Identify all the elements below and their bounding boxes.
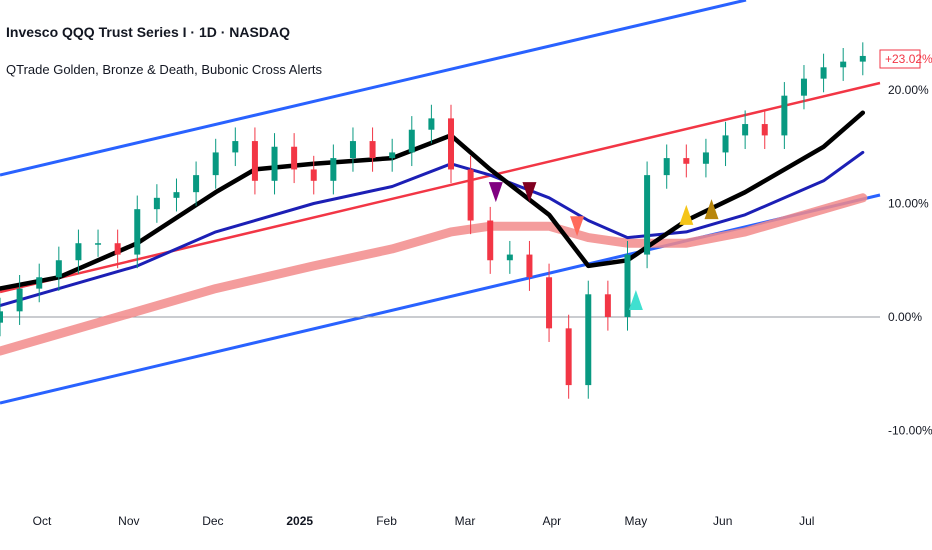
candle	[134, 195, 141, 269]
candle	[467, 155, 474, 235]
candle	[389, 138, 396, 172]
moving-averages	[0, 110, 868, 356]
candle	[0, 297, 3, 337]
candle	[310, 155, 317, 195]
candle	[428, 104, 435, 144]
down-cross-marker	[488, 182, 503, 203]
x-tick-label: Mar	[455, 514, 476, 528]
y-tick-label: 0.00%	[888, 310, 922, 324]
y-tick-label: 20.00%	[888, 83, 929, 97]
indicator-name[interactable]: QTrade Golden, Bronze & Death, Bubonic C…	[6, 62, 323, 77]
up-cross-marker	[704, 199, 719, 220]
candle	[114, 229, 121, 269]
x-tick-label: 2025	[286, 514, 313, 528]
candle	[75, 229, 82, 274]
candle	[663, 144, 670, 189]
up-cross-marker	[628, 289, 643, 310]
y-tick-label: -10.00%	[888, 424, 932, 438]
candle	[702, 138, 709, 178]
candle	[16, 275, 23, 325]
x-tick-label: Dec	[202, 514, 223, 528]
candle	[781, 82, 788, 150]
candle	[232, 127, 239, 167]
candle	[369, 127, 376, 172]
candle	[271, 133, 278, 195]
x-tick-label: Jul	[799, 514, 814, 528]
upper-channel-line	[0, 0, 747, 177]
y-axis: 20.00% 10.00% 0.00% -10.00%	[888, 83, 932, 438]
candle	[604, 280, 611, 331]
x-tick-label: May	[625, 514, 648, 528]
candle	[408, 116, 415, 167]
x-tick-label: Feb	[376, 514, 397, 528]
candle	[153, 184, 160, 223]
candle	[761, 110, 768, 150]
candle	[722, 121, 729, 167]
candle	[800, 65, 807, 110]
candle	[291, 133, 298, 184]
x-axis: Oct Nov Dec 2025 Feb Mar Apr May Jun Jul	[33, 514, 815, 528]
x-tick-label: Jun	[713, 514, 732, 528]
candle	[644, 161, 651, 269]
candle	[840, 48, 847, 81]
candle	[487, 206, 494, 274]
candle	[820, 53, 827, 93]
candle	[742, 110, 749, 150]
down-cross-marker	[522, 182, 537, 203]
x-tick-label: Apr	[543, 514, 562, 528]
candle	[212, 138, 219, 189]
candle	[506, 240, 513, 274]
candle	[193, 161, 200, 206]
candle	[859, 42, 866, 76]
mid-ma-line	[0, 150, 865, 308]
fast-ma-line	[0, 110, 866, 291]
x-tick-label: Nov	[118, 514, 139, 528]
last-value-label: +23.02%	[885, 52, 932, 66]
down-cross-marker	[570, 216, 585, 237]
candle	[546, 263, 553, 342]
candle	[173, 178, 180, 212]
candle	[624, 240, 631, 331]
y-tick-label: 10.00%	[888, 197, 929, 211]
candle	[330, 144, 337, 195]
candle	[526, 240, 533, 291]
channel-lines	[0, 0, 881, 405]
candle	[95, 229, 102, 257]
lower-channel-line	[0, 193, 881, 405]
candle	[683, 144, 690, 178]
trend-line	[0, 81, 881, 294]
x-tick-label: Oct	[33, 514, 52, 528]
cross-signals	[488, 182, 719, 310]
candle	[585, 280, 592, 399]
candle	[55, 246, 62, 291]
candles	[0, 42, 866, 399]
candle	[448, 104, 455, 184]
last-value-badge: +23.02%	[879, 49, 932, 69]
chart-title: Invesco QQQ Trust Series I · 1D · NASDAQ	[6, 24, 290, 40]
candle	[36, 263, 43, 303]
candle	[251, 127, 258, 195]
candle	[349, 127, 356, 172]
slow-ma-line	[0, 193, 868, 356]
candle	[565, 314, 572, 399]
up-cross-marker	[679, 204, 694, 225]
